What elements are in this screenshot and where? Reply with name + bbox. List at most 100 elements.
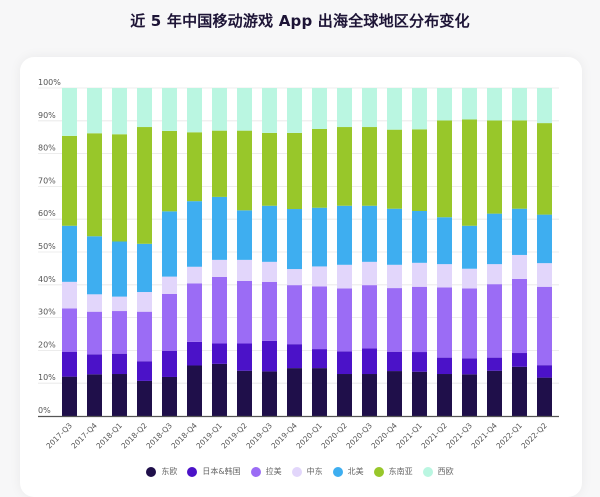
bar-segment (387, 288, 402, 352)
y-tick-label: 30% (38, 308, 56, 317)
bar-stack-2022-Q1 (512, 88, 527, 416)
x-tick-label: 2018-Q2 (119, 421, 149, 451)
bar-segment (162, 211, 177, 277)
bar-segment (512, 88, 527, 121)
bar-segment (262, 340, 277, 372)
legend-label: 中东 (306, 467, 323, 476)
x-tick-label: 2021-Q4 (469, 421, 499, 451)
legend-item: 西欧 (422, 466, 454, 477)
legend-item: 中东 (291, 466, 323, 477)
bar-segment (487, 357, 502, 371)
legend-swatch-icon (146, 466, 157, 477)
legend-label: 日本&韩国 (202, 467, 241, 476)
bar-segment (287, 132, 302, 210)
bar-segment (537, 286, 552, 366)
y-tick-label: 80% (38, 144, 56, 153)
bar-segment (212, 363, 227, 416)
x-tick-label: 2020-Q3 (344, 421, 374, 451)
bar-segment (112, 88, 127, 135)
legend-swatch-icon (422, 466, 433, 477)
x-tick-label: 2020-Q1 (294, 421, 324, 451)
bar-segment (162, 88, 177, 131)
bar-segment (287, 368, 302, 416)
legend-swatch-icon (332, 466, 343, 477)
bar-stack-2020-Q4 (387, 88, 402, 416)
bar-segment (237, 88, 252, 131)
bar-segment (162, 130, 177, 212)
bar-stack-2019-Q3 (262, 88, 277, 416)
bar-segment (112, 353, 127, 375)
bar-segment (487, 284, 502, 358)
y-tick-label: 50% (38, 242, 56, 251)
bar-stack-2017-Q3 (62, 88, 77, 416)
y-tick-label: 70% (38, 176, 56, 185)
bar-segment (437, 357, 452, 375)
bar-segment (237, 210, 252, 260)
y-axis-ticks: 0% 10% 20% 30% 40% 50% 60% 70% 80% 90% 100% (38, 78, 61, 415)
bars (62, 88, 552, 416)
bar-segment (137, 88, 152, 128)
bar-segment (537, 214, 552, 264)
bar-segment (437, 120, 452, 218)
x-tick-label: 2019-Q4 (269, 421, 299, 451)
bar-segment (412, 88, 427, 130)
bar-segment (312, 266, 327, 287)
bar-segment (62, 281, 77, 309)
y-tick-label: 10% (38, 373, 56, 382)
x-axis-ticks: 2017-Q32017-Q42018-Q12018-Q22018-Q32018-… (44, 421, 549, 451)
bar-stack-2018-Q4 (187, 88, 202, 416)
x-tick-label: 2020-Q2 (319, 421, 349, 451)
bar-segment (62, 351, 77, 377)
bar-segment (512, 254, 527, 279)
bar-segment (187, 283, 202, 342)
bar-segment (337, 88, 352, 128)
bar-segment (437, 287, 452, 358)
bar-segment (412, 129, 427, 211)
bar-segment (212, 343, 227, 364)
bar-segment (262, 88, 277, 133)
bar-segment (112, 241, 127, 297)
bar-segment (162, 376, 177, 416)
bar-stack-2022-Q2 (537, 88, 552, 416)
bar-segment (162, 276, 177, 294)
bar-segment (162, 350, 177, 377)
bar-segment (337, 264, 352, 289)
bar-segment (262, 281, 277, 341)
bar-segment (187, 341, 202, 366)
bar-segment (162, 293, 177, 351)
bar-segment (462, 225, 477, 269)
bar-segment (487, 370, 502, 416)
bar-segment (212, 196, 227, 260)
bar-segment (387, 371, 402, 416)
bar-segment (262, 205, 277, 262)
y-tick-label: 0% (38, 406, 51, 415)
bar-segment (462, 288, 477, 359)
bar-segment (87, 88, 102, 134)
bar-segment (112, 296, 127, 312)
bar-segment (112, 374, 127, 416)
bar-stack-2017-Q4 (87, 88, 102, 416)
bar-segment (487, 120, 502, 214)
bar-segment (387, 129, 402, 209)
bar-segment (312, 368, 327, 416)
bar-segment (237, 343, 252, 371)
bar-segment (362, 348, 377, 375)
bar-segment (462, 119, 477, 226)
bar-segment (262, 132, 277, 206)
bar-segment (287, 88, 302, 133)
legend: 东欧 日本&韩国 拉美 中东 北美 东南亚 西欧 (0, 466, 600, 477)
bar-stack-2020-Q1 (312, 88, 327, 416)
bar-segment (387, 208, 402, 265)
legend-swatch-icon (187, 466, 198, 477)
bar-segment (412, 371, 427, 416)
legend-label: 东欧 (161, 467, 178, 476)
bar-segment (112, 134, 127, 242)
bar-segment (287, 285, 302, 345)
bar-segment (137, 311, 152, 362)
bar-segment (87, 354, 102, 375)
bar-segment (412, 211, 427, 263)
bar-segment (287, 209, 302, 270)
bar-stack-2020-Q2 (337, 88, 352, 416)
bar-segment (187, 88, 202, 133)
legend-item: 北美 (332, 466, 364, 477)
